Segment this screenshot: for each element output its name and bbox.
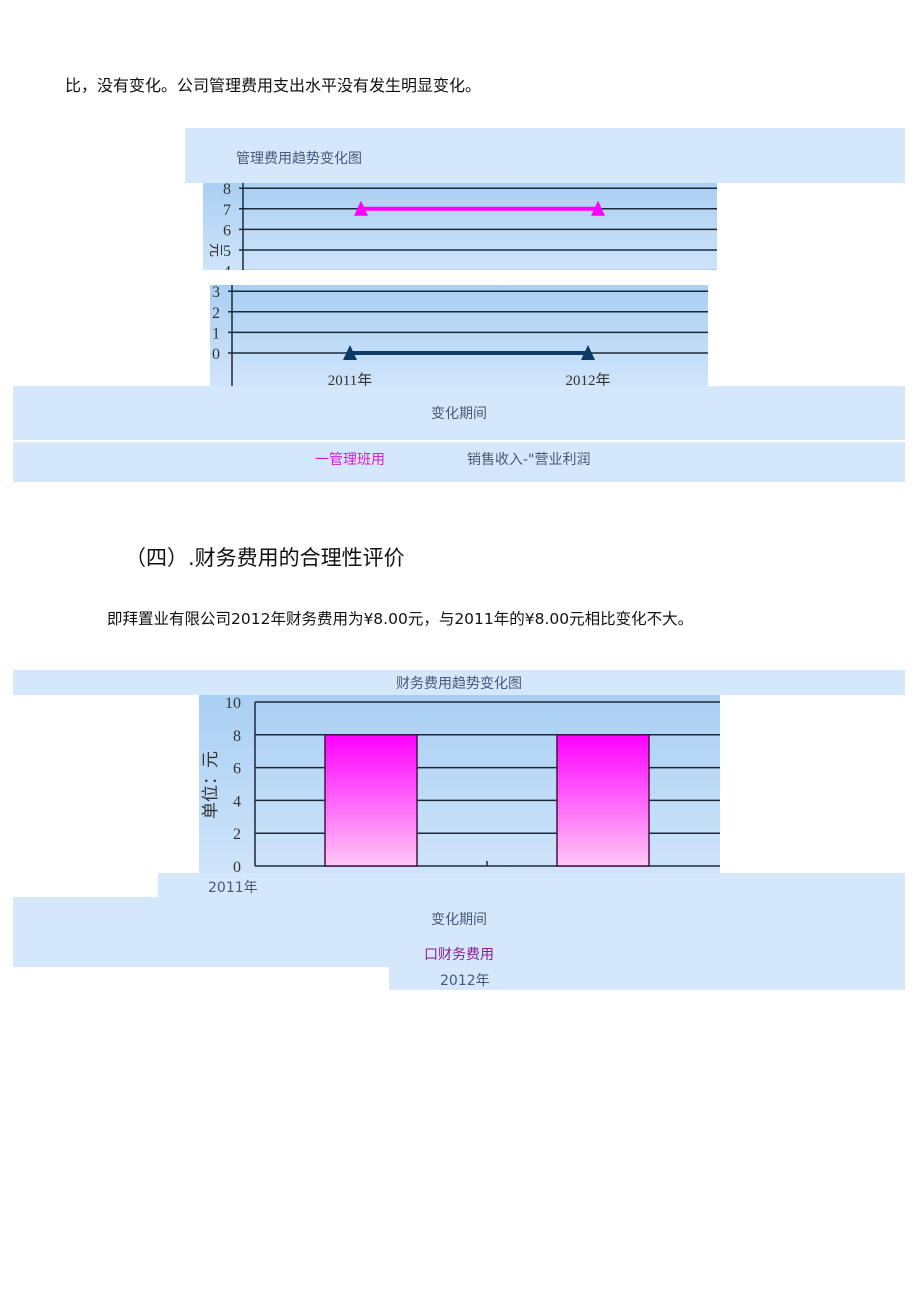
plot-background (203, 183, 717, 270)
chart2-title: 财务费用趋势变化图 (396, 675, 522, 692)
bar-2011年 (324, 734, 418, 867)
chart2-stray-2011: 2011年 (208, 880, 258, 896)
plot-background (210, 285, 708, 386)
y-tick-label: 4 (233, 793, 241, 810)
y-tick-label: 5 (223, 243, 231, 260)
x-tick-label: 2012年 (565, 372, 610, 386)
chart2-plot: 0 2 4 6 8 10 单位：元 (199, 695, 720, 873)
y-axis-label-fragment: 元 (207, 243, 222, 257)
chart2-stray-band: 2011年 (158, 873, 905, 897)
chart1-title-band: 管理费用趋势变化图 (185, 128, 905, 183)
series-marker-0 (591, 200, 605, 216)
legend-item-finance-expense: 口财务费用 (424, 946, 494, 963)
chart2-stray-band-2012: 2012年 (389, 967, 905, 990)
intro-text: 比，没有变化。公司管理费用支出水平没有发生明显变化。 (65, 76, 482, 95)
y-tick-label: 4 (223, 264, 231, 270)
y-tick-label: 1 (212, 325, 220, 342)
y-axis-label: 单位：元 (201, 751, 220, 819)
series-marker-0 (354, 200, 368, 216)
y-tick-label: 10 (225, 695, 241, 712)
y-tick-label: 8 (223, 183, 231, 198)
x-tick-label: 2011年 (328, 372, 372, 386)
chart2-legend-band: 口财务费用 (13, 940, 905, 967)
section-heading: （四）.财务费用的合理性评价 (125, 546, 405, 570)
chart1-lower-plot: 0 1 2 3 2011年 2012年 (210, 285, 708, 386)
chart2-xlabel-band: 变化期间 (13, 897, 905, 940)
chart1-xlabel: 变化期间 (431, 406, 487, 422)
chart1-upper-plot: 4 5 6 7 8 元 (203, 183, 717, 270)
y-tick-label: 2 (233, 826, 241, 843)
series-marker-1 (343, 345, 357, 360)
chart1-legend-band: 一管理班用 销售收入-"营业利润 (13, 442, 905, 482)
y-tick-label: 2 (212, 305, 220, 322)
chart2-stray-2012: 2012年 (440, 973, 490, 989)
y-tick-label: 3 (212, 285, 220, 301)
y-tick-label: 6 (233, 761, 241, 778)
chart2-xlabel: 变化期间 (431, 911, 487, 928)
y-tick-label: 0 (233, 859, 241, 873)
paragraph: 即拜置业有限公司2012年财务费用为¥8.00元，与2011年的¥8.00元相比… (107, 610, 694, 628)
legend-item-admin-expense: 一管理班用 (315, 452, 385, 468)
y-tick-label: 0 (212, 346, 220, 363)
bar-2012年 (556, 734, 650, 867)
chart1-xlabel-band: 变化期间 (13, 386, 905, 440)
chart2-title-band: 财务费用趋势变化图 (13, 670, 905, 695)
series-marker-1 (581, 345, 595, 360)
y-tick-label: 6 (223, 222, 231, 239)
y-tick-label: 8 (233, 728, 241, 745)
legend-item-sales-profit: 销售收入-"营业利润 (467, 452, 591, 468)
y-tick-label: 7 (223, 202, 231, 219)
chart1-title: 管理费用趋势变化图 (236, 151, 362, 167)
